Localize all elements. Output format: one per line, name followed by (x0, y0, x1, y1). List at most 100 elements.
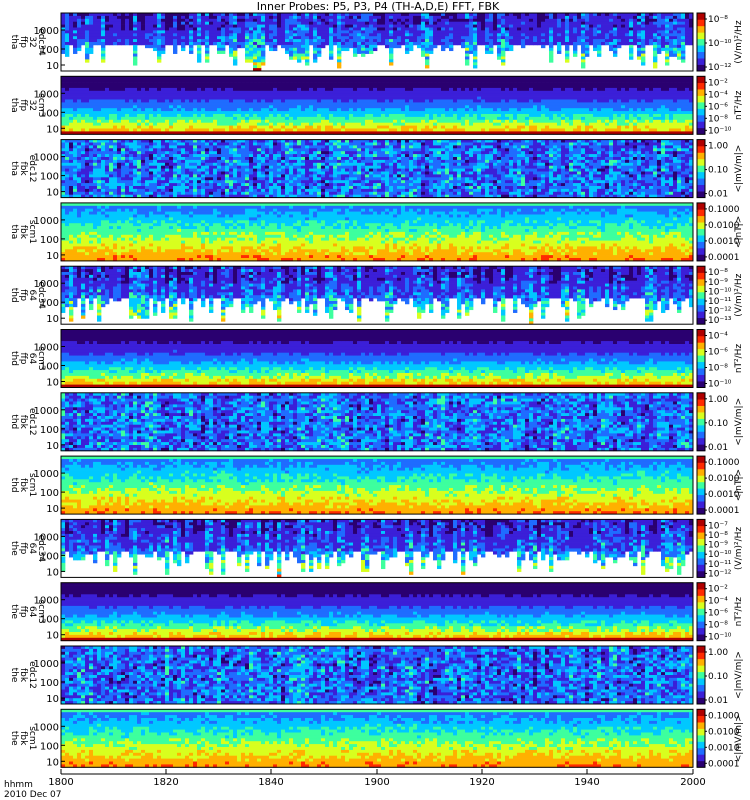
spectrogram-cell (337, 116, 342, 121)
spectrogram-cell (525, 93, 530, 97)
spectrogram-cell (393, 111, 398, 115)
spectrogram-cell (325, 87, 330, 92)
spectrogram-cell (429, 44, 434, 49)
spectrogram-cell (669, 21, 674, 25)
spectrogram-cell (553, 79, 558, 83)
spectrogram-cell (429, 90, 434, 95)
spectrogram-cell (73, 42, 78, 46)
spectrogram-cell (433, 18, 438, 23)
spectrogram-cell (141, 131, 146, 135)
spectrogram-cell (589, 76, 594, 80)
spectrogram-cell (353, 18, 358, 23)
spectrogram-cell (305, 82, 310, 86)
spectrogram-cell (377, 114, 382, 118)
spectrogram-cell (521, 85, 526, 89)
spectrogram-cell (433, 102, 438, 106)
spectrogram-cell (357, 47, 362, 52)
spectrogram-cell (101, 85, 106, 89)
spectrogram-cell (421, 125, 426, 129)
spectrogram-cell (297, 53, 302, 57)
spectrogram-cell (649, 30, 654, 34)
spectrogram-cell (417, 119, 422, 124)
spectrogram-cell (161, 102, 166, 106)
spectrogram-cell (481, 99, 486, 103)
spectrogram-cell (405, 102, 410, 106)
spectrogram-cell (449, 102, 454, 106)
spectrogram-cell (577, 42, 582, 46)
spectrogram-cell (369, 111, 374, 115)
spectrogram-cell (65, 102, 70, 106)
spectrogram-cell (165, 85, 170, 89)
spectrogram-cell (141, 105, 146, 109)
spectrogram-cell (569, 36, 574, 40)
spectrogram-cell (305, 116, 310, 121)
spectrogram-cell (565, 30, 570, 34)
spectrogram-cell (297, 122, 302, 126)
spectrogram-cell (105, 93, 110, 97)
spectrogram-cell (397, 102, 402, 106)
spectrogram-cell (565, 108, 570, 112)
spectrogram-cell (485, 128, 490, 132)
spectrogram-cell (137, 30, 142, 34)
spectrogram-cell (377, 21, 382, 25)
spectrogram-cell (117, 87, 122, 92)
spectrogram-cell (273, 90, 278, 95)
spectrogram-cell (581, 47, 586, 52)
spectrogram-cell (561, 79, 566, 83)
spectrogram-cell (481, 116, 486, 121)
spectrogram-cell (517, 13, 522, 17)
spectrogram-cell (397, 13, 402, 17)
spectrogram-cell (617, 27, 622, 31)
spectrogram-cell (153, 39, 158, 43)
spectrogram-cell (245, 93, 250, 97)
spectrogram-cell (293, 13, 298, 17)
spectrogram-cell (577, 82, 582, 86)
spectrogram-cell (549, 76, 554, 80)
spectrogram-cell (209, 131, 214, 135)
spectrogram-cell (133, 93, 138, 97)
spectrogram-cell (625, 85, 630, 89)
spectrogram-cell (425, 131, 430, 135)
spectrogram-cell (569, 85, 574, 89)
spectrogram-cell (201, 87, 206, 92)
spectrogram-cell (645, 33, 650, 37)
spectrogram-cell (533, 108, 538, 112)
spectrogram-cell (321, 99, 326, 103)
spectrogram-cell (345, 90, 350, 95)
spectrogram-cell (89, 122, 94, 126)
spectrogram-cell (277, 13, 282, 17)
spectrogram-cell (285, 24, 290, 28)
spectrogram-cell (85, 42, 90, 46)
spectrogram-cell (621, 96, 626, 100)
spectrogram-cell (81, 18, 86, 23)
spectrogram-cell (469, 27, 474, 31)
spectrogram-cell (285, 27, 290, 31)
spectrogram-cell (97, 131, 102, 135)
spectrogram-cell (377, 116, 382, 121)
spectrogram-cell (473, 102, 478, 106)
spectrogram-cell (233, 62, 238, 66)
spectrogram-cell (281, 131, 286, 135)
spectrogram-cell (357, 96, 362, 100)
spectrogram-cell (613, 108, 618, 112)
spectrogram-cell (585, 96, 590, 100)
spectrogram-cell (577, 114, 582, 118)
spectrogram-cell (597, 119, 602, 124)
spectrogram-cell (385, 21, 390, 25)
spectrogram-cell (117, 33, 122, 37)
spectrogram-cell (165, 122, 170, 126)
spectrogram-cell (625, 21, 630, 25)
spectrogram-cell (381, 93, 386, 97)
spectrogram-cell (525, 131, 530, 135)
spectrogram-cell (449, 82, 454, 86)
spectrogram-cell (673, 27, 678, 31)
spectrogram-cell (237, 82, 242, 86)
spectrogram-cell (557, 131, 562, 135)
spectrogram-cell (193, 85, 198, 89)
spectrogram-cell (501, 13, 506, 17)
spectrogram-cell (529, 21, 534, 25)
spectrogram-cell (445, 125, 450, 129)
spectrogram-cell (453, 122, 458, 126)
spectrogram-cell (117, 15, 122, 20)
spectrogram-cell (449, 125, 454, 129)
